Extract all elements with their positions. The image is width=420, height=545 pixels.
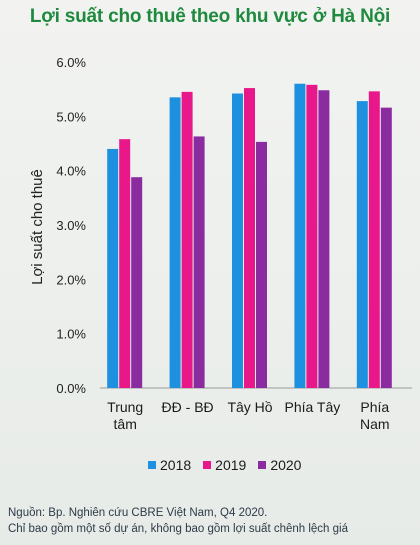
x-tick-label: ĐĐ - BĐ [162, 399, 214, 415]
x-tick-label: Tây Hồ [227, 399, 272, 415]
y-tick-label: 0.0% [56, 381, 86, 396]
bar-2018 [232, 93, 243, 388]
x-tick-label-line: Trung [107, 399, 143, 415]
bar-2019 [368, 91, 380, 388]
bar-2019 [119, 139, 131, 388]
source-note: Nguồn: Bp. Nghiên cứu CBRE Việt Nam, Q4 … [8, 505, 348, 537]
x-tick-label-line: ĐĐ - BĐ [162, 399, 214, 415]
y-tick-label: 6.0% [56, 55, 86, 70]
bar-2019 [306, 84, 318, 388]
legend-swatch-2018 [148, 461, 156, 469]
y-tick-label: 3.0% [56, 218, 86, 233]
bar-2019 [244, 88, 255, 388]
y-tick-label: 4.0% [56, 164, 86, 179]
legend-item-2020: 2020 [258, 457, 301, 473]
x-tick-label: Phía Nam [360, 399, 390, 432]
source-line-2: Chỉ bao gồm một số dự án, không bao gồm … [8, 523, 348, 535]
x-tick-label-line: Nam [360, 416, 390, 432]
bar-2020 [256, 141, 267, 388]
y-tick-label: 2.0% [56, 272, 86, 287]
legend: 2018 2019 2020 [148, 457, 301, 473]
bar-2020 [193, 136, 205, 388]
y-tick-label: 5.0% [56, 109, 86, 124]
bar-2018 [356, 101, 368, 389]
y-tick-label: 1.0% [56, 327, 86, 342]
source-line-1: Nguồn: Bp. Nghiên cứu CBRE Việt Nam, Q4 … [8, 507, 268, 519]
legend-label-2019: 2019 [215, 457, 247, 473]
legend-swatch-2019 [203, 461, 212, 469]
bar-2020 [380, 107, 392, 388]
x-tick-label: Phía Tây [285, 399, 341, 415]
y-axis-title: Lợi suất cho thuê [29, 169, 46, 285]
bar-2020 [131, 177, 143, 388]
x-tick-label: Trung tâm [107, 399, 143, 432]
bar-2018 [107, 148, 119, 388]
legend-label-2020: 2020 [270, 457, 302, 473]
bar-2019 [181, 91, 193, 388]
legend-label-2018: 2018 [160, 457, 192, 473]
legend-swatch-2020 [258, 461, 267, 469]
x-tick-label-line: Tây Hồ [227, 399, 272, 415]
chart-title: Lợi suất cho thuê theo khu vực ở Hà Nội [29, 6, 391, 27]
x-tick-label-line: Phía [360, 399, 389, 415]
bar-2018 [169, 97, 181, 389]
bar-2018 [294, 83, 306, 388]
legend-item-2019: 2019 [203, 457, 246, 473]
bar-2020 [318, 90, 330, 389]
x-tick-label-line: Phía Tây [285, 399, 341, 415]
legend-item-2018: 2018 [148, 457, 191, 473]
x-tick-label-line: tâm [114, 416, 137, 432]
